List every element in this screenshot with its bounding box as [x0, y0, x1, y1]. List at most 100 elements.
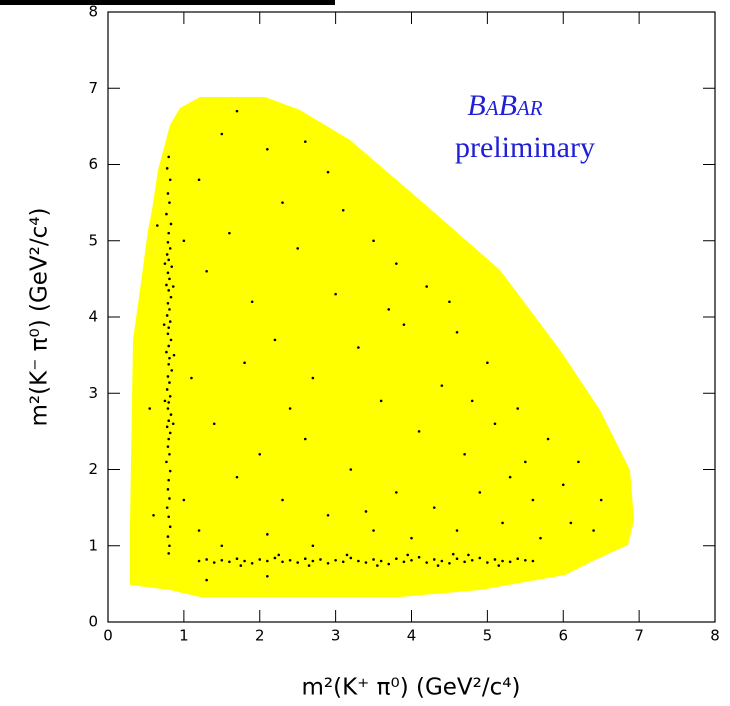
point: [171, 285, 175, 288]
point: [516, 407, 520, 410]
point: [165, 253, 169, 256]
point: [166, 375, 170, 378]
point: [243, 559, 246, 563]
point: [470, 558, 474, 562]
point: [497, 564, 501, 567]
point: [165, 388, 169, 391]
point: [357, 346, 360, 349]
point: [501, 521, 504, 525]
point: [165, 460, 168, 464]
point: [296, 247, 299, 250]
point: [167, 437, 170, 441]
point: [372, 239, 375, 243]
point: [379, 399, 383, 403]
point: [165, 212, 168, 216]
point: [168, 544, 171, 548]
point: [168, 178, 172, 182]
point: [463, 560, 466, 564]
point: [228, 560, 231, 564]
point: [166, 271, 170, 275]
point: [448, 300, 451, 304]
point: [406, 553, 410, 557]
point: [478, 556, 482, 560]
point: [239, 564, 243, 567]
point: [165, 167, 169, 170]
point: [410, 536, 413, 540]
point: [387, 562, 391, 566]
point: [349, 556, 353, 560]
point: [182, 239, 186, 243]
point: [152, 513, 155, 517]
point: [277, 553, 281, 557]
point: [395, 557, 398, 561]
y-axis-label: m²(K⁻ π⁰) (GeV²/c⁴): [27, 208, 53, 427]
x-tick-label: 0: [103, 627, 113, 645]
point: [334, 558, 337, 562]
chart-title: BaBar: [467, 89, 542, 122]
point: [168, 320, 172, 323]
point: [357, 559, 360, 563]
point: [349, 468, 353, 471]
point: [281, 498, 284, 502]
point: [372, 529, 375, 532]
point: [212, 561, 216, 564]
chart-subtitle: preliminary: [455, 131, 595, 164]
point: [417, 555, 421, 559]
point: [162, 323, 166, 326]
point: [524, 558, 527, 562]
point: [432, 506, 436, 509]
point: [395, 262, 398, 265]
point: [197, 529, 201, 532]
point: [166, 332, 170, 336]
point: [197, 559, 201, 563]
point: [486, 361, 489, 365]
point: [311, 544, 315, 548]
point: [402, 323, 406, 326]
point: [168, 395, 172, 398]
point: [395, 491, 398, 494]
y-tick-label: 6: [88, 155, 98, 173]
point: [577, 460, 580, 464]
point: [467, 553, 470, 557]
point: [167, 155, 170, 159]
point: [440, 384, 444, 387]
point: [167, 419, 170, 423]
point: [167, 231, 170, 235]
y-tick-label: 4: [88, 308, 98, 326]
point: [410, 558, 413, 562]
point: [205, 578, 208, 582]
point: [168, 469, 172, 473]
point: [432, 558, 436, 561]
point: [281, 201, 284, 204]
point: [281, 560, 284, 564]
point: [235, 475, 239, 479]
point: [235, 557, 239, 561]
point: [165, 283, 168, 287]
point: [258, 558, 262, 561]
point: [168, 277, 171, 281]
point: [250, 561, 254, 565]
point: [167, 258, 170, 262]
point: [345, 553, 349, 557]
point: [170, 369, 174, 372]
point: [341, 560, 345, 564]
point: [266, 147, 269, 151]
x-tick-label: 2: [255, 627, 265, 645]
point: [266, 533, 269, 536]
point: [156, 224, 159, 227]
point: [167, 362, 170, 366]
point: [169, 295, 173, 299]
point: [228, 231, 231, 235]
point: [168, 525, 172, 528]
point: [165, 506, 169, 509]
point: [508, 560, 512, 564]
point: [436, 564, 440, 567]
point: [197, 178, 201, 182]
y-tick-label: 3: [88, 384, 98, 402]
point: [163, 399, 167, 403]
point: [168, 431, 172, 435]
point: [170, 265, 174, 268]
point: [311, 376, 315, 380]
point: [182, 498, 186, 502]
point: [524, 460, 527, 464]
